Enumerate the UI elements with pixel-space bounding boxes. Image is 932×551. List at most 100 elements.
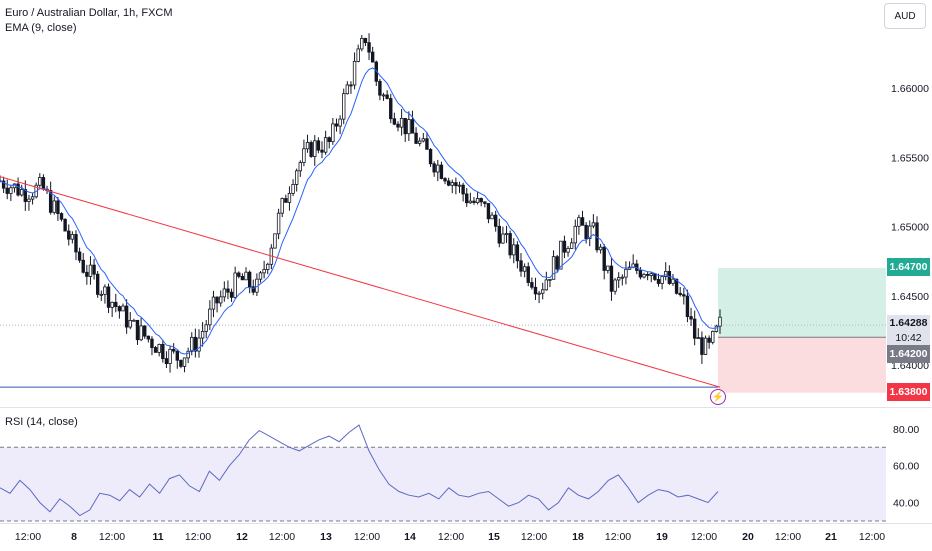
- time-axis-label: 19: [656, 531, 668, 543]
- candle-body: [284, 198, 288, 203]
- lightning-bolt-icon[interactable]: ⚡: [710, 389, 726, 405]
- candle-body: [99, 293, 104, 296]
- candle-body: [103, 286, 107, 295]
- candle-body: [707, 337, 711, 343]
- price-pane[interactable]: 1.66000 1.65500 1.65000 1.64500 1.64000 Euro…: [0, 0, 932, 407]
- candle-body: [211, 296, 216, 310]
- candle-body: [229, 291, 234, 298]
- candle-body: [551, 256, 556, 280]
- candle-body: [70, 234, 75, 240]
- candle-body: [9, 187, 13, 194]
- candle-body: [338, 118, 342, 127]
- candle-body: [352, 60, 357, 86]
- candle-body: [566, 248, 570, 253]
- candle-body: [161, 343, 165, 359]
- candle-body: [258, 272, 263, 280]
- candle-body: [410, 119, 415, 134]
- candle-body: [240, 275, 245, 281]
- candle-body: [298, 162, 303, 172]
- candle-body: [30, 196, 35, 200]
- stop-loss-zone: [718, 337, 886, 393]
- candle-body: [486, 203, 491, 220]
- pane-separator[interactable]: [0, 407, 932, 408]
- candle-body: [48, 190, 53, 213]
- symbol-title[interactable]: Euro / Australian Dollar, 1h, FXCM: [5, 7, 173, 19]
- ema-line: [0, 67, 721, 355]
- candle-body: [472, 200, 476, 203]
- candle-body: [56, 200, 60, 214]
- candle-body: [349, 84, 353, 87]
- candle-body: [132, 319, 136, 322]
- price-axis-tick: 1.64000: [891, 360, 929, 372]
- time-axis-label: 8: [71, 531, 77, 543]
- candle-body: [526, 266, 530, 283]
- candle-body: [537, 292, 541, 295]
- candle-body: [164, 358, 169, 365]
- take-profit-zone: [718, 268, 886, 338]
- candle-body: [139, 325, 143, 341]
- time-axis-label: 15: [488, 531, 500, 543]
- candle-body: [515, 244, 520, 262]
- candle-body: [569, 242, 574, 249]
- candle-body: [23, 189, 28, 202]
- candle-body: [179, 359, 183, 367]
- candle-body: [266, 263, 270, 270]
- candle-body: [439, 164, 444, 179]
- candle-body: [461, 184, 465, 195]
- candle-body: [273, 233, 277, 249]
- candle-body: [171, 348, 176, 352]
- candle-body: [190, 336, 194, 352]
- candle-body: [606, 265, 610, 271]
- candle-body: [403, 117, 407, 135]
- candle-body: [367, 42, 371, 53]
- candle-body: [522, 266, 527, 272]
- rsi-chart-svg[interactable]: 80.00 60.00 40.00: [0, 409, 932, 523]
- candle-body: [41, 177, 46, 190]
- candle-body: [345, 84, 350, 95]
- time-axis-label: 20: [742, 531, 754, 543]
- candle-body: [114, 301, 118, 307]
- take-profit-tag: 1.64700: [887, 258, 930, 276]
- candle-body: [497, 225, 501, 244]
- candle-body: [262, 269, 266, 274]
- candle-body: [27, 198, 31, 202]
- candle-body: [85, 271, 89, 277]
- candle-body: [88, 264, 93, 277]
- candle-body: [305, 142, 310, 150]
- candle-body: [689, 316, 693, 320]
- ema-legend[interactable]: EMA (9, close): [5, 22, 77, 34]
- time-axis-label: 12:00: [353, 531, 381, 543]
- price-chart-svg[interactable]: 1.66000 1.65500 1.65000 1.64500 1.64000: [0, 0, 932, 407]
- candle-body: [204, 324, 208, 332]
- candle-body: [320, 149, 324, 153]
- candle-body: [135, 319, 140, 341]
- time-axis[interactable]: 12:00 8 12:00 11 12:00 12 12:00 13 12:00 14 12:00 1…: [0, 523, 932, 551]
- candle-body: [483, 201, 487, 204]
- candle-body: [124, 305, 129, 328]
- candle-body: [584, 224, 588, 239]
- candle-body: [638, 270, 643, 278]
- candle-body: [251, 286, 255, 293]
- candle-body: [468, 200, 473, 204]
- candle-body: [302, 148, 306, 163]
- candle-body: [106, 286, 111, 308]
- candle-body: [714, 325, 719, 332]
- candle-body: [95, 273, 100, 295]
- candle-body: [208, 308, 212, 326]
- rsi-legend[interactable]: RSI (14, close): [5, 416, 78, 428]
- candle-body: [323, 137, 328, 153]
- candle-body: [363, 37, 368, 44]
- candle-body: [110, 301, 114, 308]
- candle-body: [175, 350, 179, 361]
- candle-body: [81, 259, 85, 273]
- candle-body: [544, 279, 549, 291]
- rsi-pane[interactable]: 80.00 60.00 40.00 RSI (14, close): [0, 409, 932, 523]
- candle-body: [718, 316, 722, 327]
- candle-body: [59, 213, 64, 220]
- rsi-band: [0, 447, 886, 521]
- currency-button[interactable]: AUD: [884, 3, 926, 29]
- candle-body: [77, 251, 82, 261]
- candle-body: [598, 246, 603, 251]
- time-axis-label: 12:00: [774, 531, 802, 543]
- candle-body: [378, 80, 382, 96]
